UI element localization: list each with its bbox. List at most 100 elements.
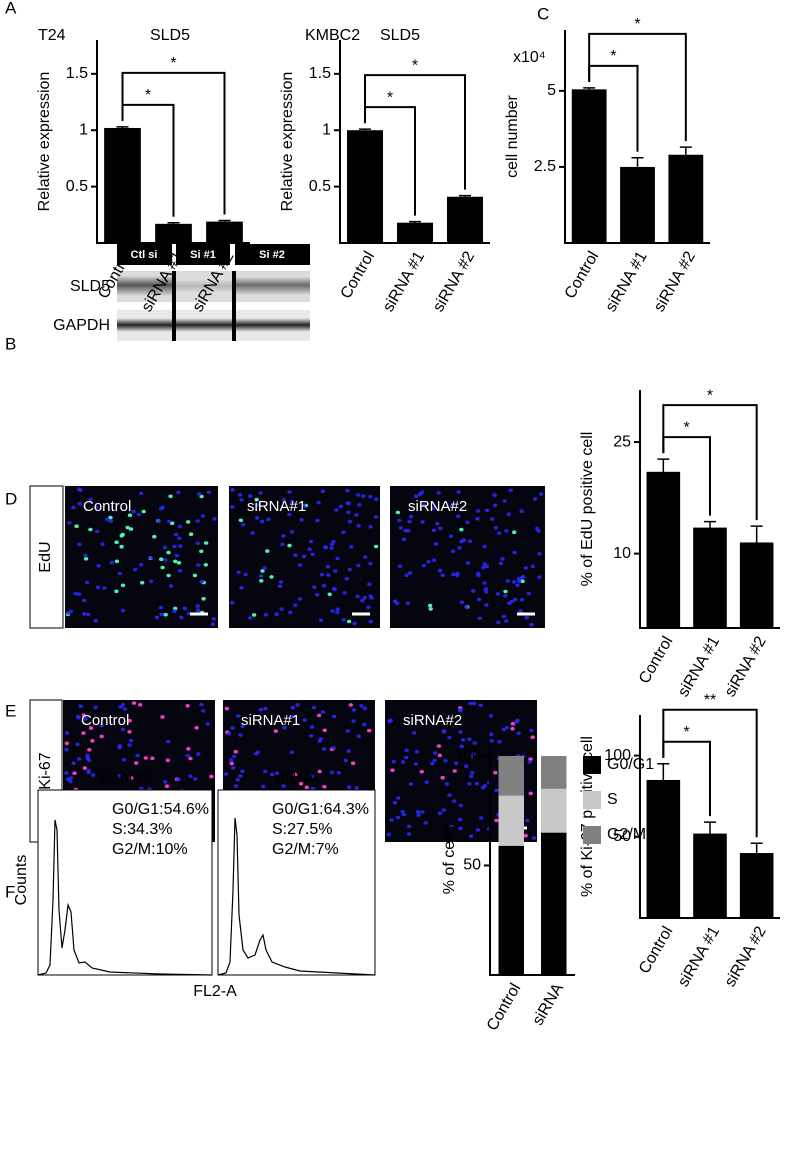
cell-nucleus — [237, 493, 243, 497]
significance-bracket — [662, 404, 758, 521]
cell-nucleus — [404, 748, 409, 753]
cell-nucleus — [255, 750, 260, 755]
lane-header — [176, 244, 230, 265]
cell-nucleus — [348, 703, 353, 707]
cell-nucleus — [519, 576, 524, 580]
cell-nucleus — [413, 494, 419, 499]
cell-nucleus — [492, 503, 498, 508]
cell-nucleus — [474, 781, 479, 786]
image-label: siRNA#2 — [403, 712, 462, 729]
cell-nucleus — [450, 549, 456, 553]
cell-nucleus — [292, 772, 298, 777]
cell-nucleus — [345, 729, 350, 733]
cell-nucleus — [482, 581, 487, 585]
cell-nucleus — [475, 509, 481, 513]
cell-nucleus — [475, 828, 481, 832]
cell-nucleus — [311, 705, 317, 710]
image-label: Control — [83, 498, 131, 515]
cell-nucleus — [168, 494, 173, 499]
cell-nucleus — [530, 735, 535, 739]
bar — [693, 527, 727, 628]
cell-nucleus — [295, 703, 300, 707]
cell-nucleus — [263, 612, 269, 617]
legend-swatch — [583, 756, 601, 774]
legend-label: S — [607, 791, 618, 808]
cell-nucleus — [459, 600, 465, 604]
microscopy: EdU Ki-67 Control siRNA#1 siRNA#2 Control si… — [29, 485, 545, 843]
cell-nucleus — [301, 503, 306, 508]
significance-label: * — [684, 724, 690, 741]
cell-nucleus — [333, 569, 338, 573]
significance-bracket — [662, 708, 758, 838]
cell-nucleus — [230, 505, 235, 509]
cell-nucleus — [119, 534, 124, 538]
panel-letter: E — [5, 701, 16, 720]
cell-nucleus — [420, 520, 425, 524]
cell-nucleus — [421, 503, 427, 507]
cell-nucleus — [206, 490, 212, 495]
blot-row-label: GAPDH — [53, 317, 110, 334]
cell-nucleus — [433, 542, 438, 546]
cell-nucleus — [165, 758, 170, 763]
cell-nucleus — [505, 579, 510, 583]
cell-nucleus — [529, 728, 534, 733]
cell-nucleus — [231, 766, 236, 770]
cell-nucleus — [484, 564, 490, 568]
cell-nucleus — [354, 513, 359, 517]
cell-nucleus — [447, 793, 452, 797]
cell-nucleus — [129, 738, 134, 743]
cell-nucleus — [196, 563, 201, 567]
bar — [571, 89, 607, 243]
cell-nucleus — [341, 530, 346, 535]
cell-nucleus — [71, 761, 76, 765]
cell-nucleus — [327, 592, 332, 597]
cell-nucleus — [431, 506, 436, 511]
cell-nucleus — [341, 618, 346, 622]
cell-nucleus — [400, 760, 406, 764]
bar-segment — [498, 845, 524, 975]
cell-nucleus — [193, 777, 198, 781]
cell-nucleus — [100, 542, 105, 546]
cell-nucleus — [68, 779, 73, 784]
cell-nucleus — [489, 738, 494, 743]
cell-nucleus — [199, 702, 204, 707]
cell-nucleus — [449, 824, 454, 829]
cell-nucleus — [64, 731, 70, 735]
cell-nucleus — [398, 526, 403, 530]
cell-nucleus — [416, 813, 421, 817]
cell-nucleus — [125, 525, 130, 530]
cell-nucleus — [362, 722, 367, 727]
cell-nucleus — [432, 558, 437, 562]
cell-nucleus — [424, 780, 429, 784]
cell-nucleus — [133, 567, 138, 572]
cell-nucleus — [497, 739, 502, 744]
cell-nucleus — [459, 744, 464, 749]
panel-letters: A B C D E F — [5, 0, 549, 901]
cell-nucleus — [238, 518, 244, 523]
cell-nucleus — [117, 745, 122, 750]
cell-nucleus — [318, 618, 324, 623]
y-axis-label: % of EdU positive cell — [579, 432, 596, 587]
y-tick-label: 1 — [322, 121, 331, 138]
y-tick-label: 25 — [613, 433, 631, 450]
bar-segment — [541, 755, 567, 789]
cell-nucleus — [82, 612, 87, 616]
cell-nucleus — [259, 579, 264, 583]
axis-line — [639, 715, 780, 919]
cell-nucleus — [346, 619, 352, 624]
cell-nucleus — [205, 722, 210, 726]
cell-nucleus — [345, 488, 350, 493]
cell-nucleus — [516, 731, 521, 736]
cell-nucleus — [504, 619, 509, 623]
cell-nucleus — [172, 544, 177, 549]
cell-nucleus — [209, 774, 214, 779]
cell-nucleus — [185, 520, 191, 524]
cell-nucleus — [325, 565, 331, 569]
cell-nucleus — [494, 818, 499, 823]
cell-nucleus — [456, 490, 461, 494]
cell-nucleus — [201, 709, 206, 713]
cell-nucleus — [427, 603, 433, 608]
blot-separator — [172, 271, 176, 341]
error-bar — [704, 520, 716, 528]
cell-nucleus — [274, 612, 279, 616]
